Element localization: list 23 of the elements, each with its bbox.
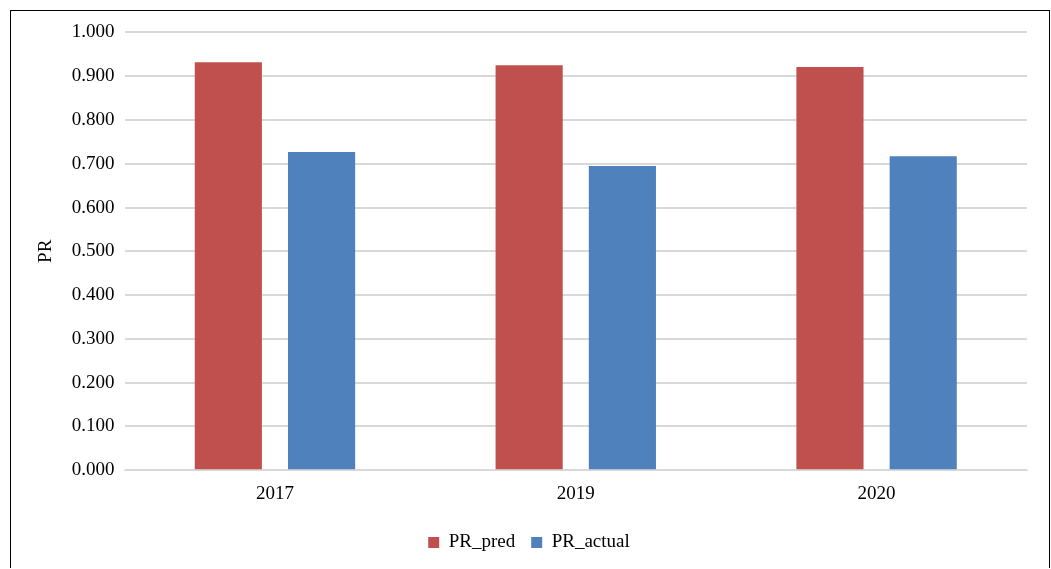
y-tick-label: 0.600 <box>71 195 115 217</box>
y-tick-label: 0.100 <box>71 414 115 436</box>
bar <box>194 62 262 470</box>
bar <box>288 151 356 470</box>
y-tick-label: 0.400 <box>71 283 115 305</box>
legend-label: PR_actual <box>551 530 630 552</box>
y-tick-label: 0.800 <box>71 107 115 129</box>
bar <box>588 165 656 470</box>
legend-label: PR_pred <box>448 530 516 552</box>
y-tick-label: 0.200 <box>71 370 115 392</box>
bar <box>796 66 864 470</box>
y-axis-title: PR <box>34 239 56 263</box>
x-tick-label: 2019 <box>556 481 595 503</box>
y-tick-label: 0.500 <box>71 239 115 261</box>
y-tick-label: 0.900 <box>71 64 115 86</box>
y-tick-label: 0.700 <box>71 151 115 173</box>
y-tick-label: 0.300 <box>71 326 115 348</box>
x-tick-label: 2020 <box>857 481 896 503</box>
bar <box>495 65 563 470</box>
y-tick-label: 1.000 <box>71 20 115 42</box>
bar <box>889 156 957 470</box>
x-tick-label: 2017 <box>255 481 294 503</box>
y-tick-label: 0.000 <box>71 458 115 480</box>
